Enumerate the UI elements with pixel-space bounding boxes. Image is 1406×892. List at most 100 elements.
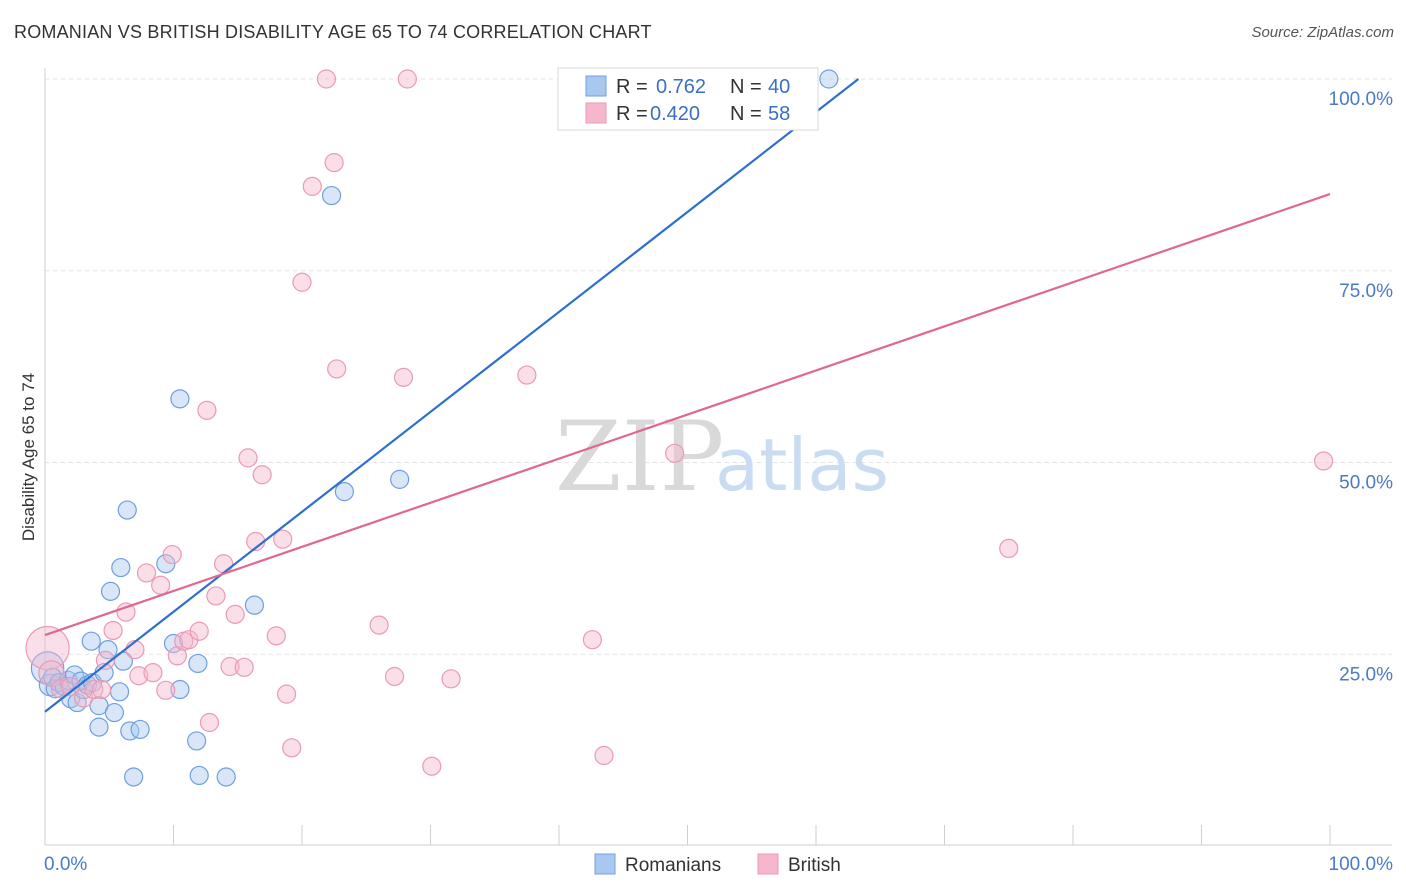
series-label-romanians: Romanians (625, 855, 721, 876)
point-british (143, 663, 163, 683)
point-romanians (188, 653, 208, 674)
point-british (214, 554, 234, 574)
series-swatch-british (757, 853, 779, 875)
point-romanians (321, 185, 342, 206)
point-british (103, 620, 123, 641)
point-british (84, 679, 104, 700)
data-points (25, 69, 1334, 787)
legend-n-value-british: 58 (768, 103, 790, 125)
point-british (61, 676, 81, 697)
point-romanians (244, 595, 265, 615)
point-british (582, 630, 603, 650)
legend: R = 0.762 N = 40 R = 0.420 N = 58 (557, 67, 819, 131)
point-british (369, 615, 389, 635)
point-british (384, 666, 405, 687)
series-swatch-romanians (594, 853, 616, 875)
point-british (282, 738, 302, 758)
point-british (517, 365, 537, 385)
point-romanians (81, 631, 101, 651)
point-british (327, 359, 347, 379)
y-tick-label: 25.0% (1339, 664, 1393, 685)
watermark-atlas: atlas (715, 423, 889, 507)
point-romanians (120, 721, 140, 741)
point-british (197, 400, 217, 420)
point-british (151, 575, 171, 595)
point-romanians (390, 469, 410, 489)
point-british (25, 625, 70, 671)
y-tick-label: 100.0% (1329, 89, 1394, 110)
point-british (136, 563, 157, 583)
point-british (999, 538, 1019, 559)
point-british (302, 176, 322, 196)
point-british (116, 602, 136, 622)
point-british (422, 756, 442, 776)
y-axis-label: Disability Age 65 to 74 (19, 373, 38, 541)
point-british (397, 69, 417, 89)
point-british (234, 657, 254, 677)
point-british (162, 544, 182, 565)
point-british (594, 745, 614, 766)
point-british (252, 465, 272, 485)
legend-r-label-british: R = (616, 103, 648, 125)
legend-n-label-romanians: N = (730, 76, 762, 98)
point-british (91, 679, 112, 700)
point-british (199, 712, 220, 733)
point-british (292, 272, 312, 292)
legend-swatch-romanians (585, 75, 607, 97)
point-romanians (130, 719, 150, 740)
trend-line-romanians (44, 78, 860, 713)
point-british (441, 669, 461, 689)
point-romanians (187, 731, 207, 751)
point-romanians (334, 482, 355, 502)
legend-swatch-british (585, 102, 607, 124)
chart-source: Source: ZipAtlas.com (1251, 24, 1394, 41)
point-british (324, 153, 344, 173)
point-british (273, 529, 293, 549)
point-british (393, 367, 414, 387)
grid-lines (45, 78, 1392, 655)
tick-labels: 25.0% 50.0% 75.0% 100.0% 0.0% 100.0% (44, 89, 1393, 875)
point-british (206, 586, 226, 606)
legend-n-value-romanians: 40 (768, 76, 790, 98)
y-tick-label: 50.0% (1339, 473, 1393, 494)
legend-r-value-romanians: 0.762 (656, 76, 706, 98)
point-british (129, 666, 149, 686)
y-tick-label: 75.0% (1339, 281, 1393, 302)
point-romanians (819, 69, 839, 89)
point-romanians (109, 682, 130, 702)
point-british (1313, 451, 1334, 471)
point-romanians (117, 500, 137, 520)
legend-r-label-romanians: R = (616, 76, 648, 98)
point-romanians (104, 702, 124, 723)
watermark: ZIP atlas (555, 401, 889, 513)
point-romanians (170, 679, 190, 700)
point-romanians (216, 767, 236, 787)
point-british (189, 621, 209, 641)
point-british (665, 443, 685, 463)
watermark-zip: ZIP (555, 401, 724, 513)
point-british (276, 684, 297, 704)
point-romanians (189, 765, 209, 786)
legend-r-value-british: 0.420 (650, 103, 700, 125)
point-romanians (170, 389, 190, 409)
point-romanians (100, 581, 121, 601)
series-legend: Romanians British (594, 853, 841, 876)
point-british (238, 448, 258, 468)
point-british (125, 640, 145, 660)
legend-n-label-british: N = (730, 103, 762, 125)
point-british (95, 650, 115, 670)
point-romanians (89, 717, 109, 737)
point-british (266, 626, 286, 646)
trend-lines (44, 78, 1331, 713)
series-label-british: British (788, 855, 841, 876)
x-tick-label: 0.0% (44, 854, 87, 875)
trend-line-british (44, 193, 1331, 637)
x-tick-label: 100.0% (1329, 854, 1394, 875)
point-british (316, 69, 337, 89)
point-romanians (124, 767, 144, 787)
point-british (220, 656, 240, 677)
chart-title: ROMANIAN VS BRITISH DISABILITY AGE 65 TO… (14, 22, 652, 42)
axes (44, 68, 1392, 846)
point-british (225, 604, 245, 624)
